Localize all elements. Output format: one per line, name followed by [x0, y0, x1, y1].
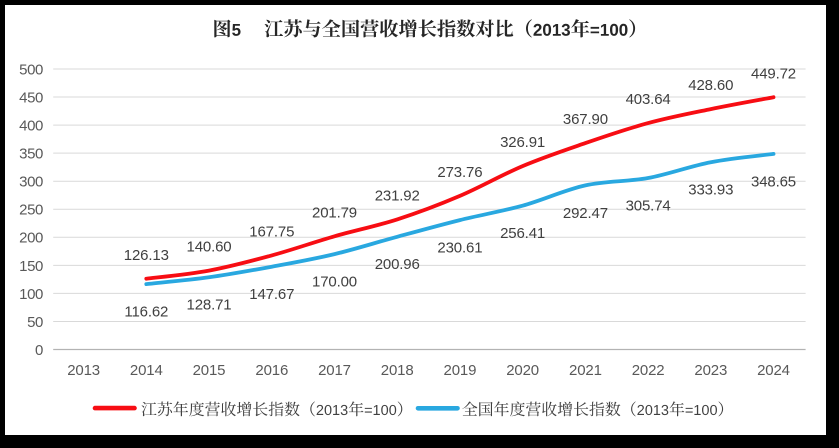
svg-text:333.93: 333.93 [688, 182, 733, 199]
svg-text:170.00: 170.00 [312, 274, 357, 291]
svg-text:292.47: 292.47 [563, 205, 608, 222]
svg-text:2017: 2017 [318, 362, 351, 379]
svg-text:450: 450 [19, 89, 43, 106]
svg-text:273.76: 273.76 [437, 164, 482, 181]
svg-text:50: 50 [27, 314, 43, 331]
svg-text:449.72: 449.72 [751, 65, 796, 82]
svg-text:150: 150 [19, 258, 43, 275]
svg-text:128.71: 128.71 [187, 297, 232, 314]
svg-text:200: 200 [19, 230, 43, 247]
svg-text:116.62: 116.62 [124, 304, 168, 321]
svg-text:2023: 2023 [694, 362, 727, 379]
svg-text:367.90: 367.90 [563, 111, 608, 128]
svg-text:348.65: 348.65 [751, 173, 796, 190]
svg-text:350: 350 [19, 146, 43, 163]
svg-text:140.60: 140.60 [187, 239, 232, 256]
svg-text:2022: 2022 [632, 362, 665, 379]
svg-text:2013: 2013 [67, 362, 100, 379]
svg-text:2019: 2019 [444, 362, 477, 379]
svg-text:2020: 2020 [506, 362, 539, 379]
svg-text:400: 400 [19, 118, 43, 135]
svg-text:231.92: 231.92 [375, 188, 420, 205]
svg-text:2015: 2015 [193, 362, 226, 379]
svg-text:126.13: 126.13 [124, 247, 169, 264]
svg-text:2021: 2021 [569, 362, 602, 379]
svg-text:201.79: 201.79 [312, 204, 357, 221]
svg-text:256.41: 256.41 [500, 225, 545, 242]
svg-text:2016: 2016 [255, 362, 288, 379]
svg-text:230.61: 230.61 [437, 240, 482, 257]
svg-text:250: 250 [19, 202, 43, 219]
svg-text:147.67: 147.67 [249, 286, 294, 303]
svg-text:167.75: 167.75 [249, 224, 294, 241]
svg-text:2018: 2018 [381, 362, 414, 379]
svg-text:500: 500 [19, 61, 43, 78]
svg-text:100: 100 [19, 286, 43, 303]
svg-text:428.60: 428.60 [688, 77, 733, 94]
svg-text:300: 300 [19, 174, 43, 191]
svg-text:2024: 2024 [757, 362, 790, 379]
svg-text:403.64: 403.64 [626, 91, 671, 108]
svg-text:305.74: 305.74 [626, 197, 671, 214]
svg-text:200.96: 200.96 [375, 256, 420, 273]
svg-text:2014: 2014 [130, 362, 163, 379]
svg-text:326.91: 326.91 [500, 134, 545, 151]
svg-text:0: 0 [35, 342, 43, 359]
